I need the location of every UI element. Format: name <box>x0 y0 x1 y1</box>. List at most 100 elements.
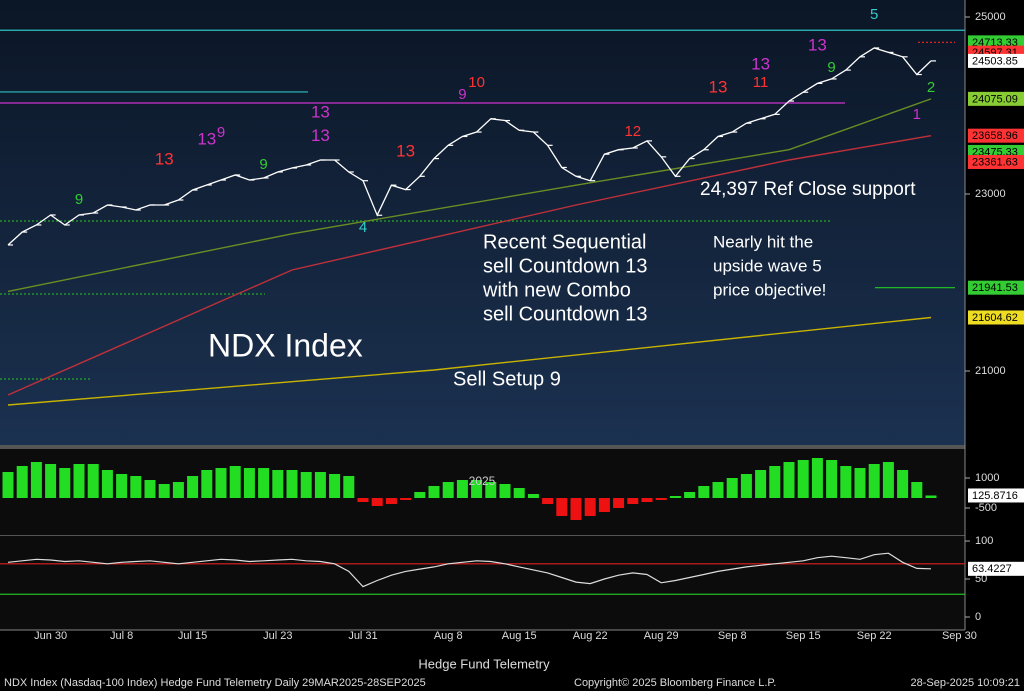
histogram-bar <box>357 498 369 502</box>
price-tag: 23361.63 <box>972 156 1018 168</box>
count-label: 10 <box>468 74 485 91</box>
moving-average <box>7 316 932 406</box>
annotation: Nearly hit the <box>713 232 813 251</box>
count-label: 13 <box>155 150 174 169</box>
price-tag: 23658.96 <box>972 130 1018 142</box>
count-label: 13 <box>197 129 216 148</box>
price-tag-bg <box>968 154 1024 169</box>
histogram-bar <box>45 464 57 498</box>
y-tick-label: 0 <box>975 611 981 623</box>
histogram-bar <box>542 498 554 504</box>
footer-right: 28-Sep-2025 10:09:21 <box>911 677 1020 689</box>
histogram-bar <box>229 466 241 498</box>
x-tick-label: Sep 30 <box>942 630 977 642</box>
histogram-bar <box>116 474 128 498</box>
histogram-bar <box>87 464 99 498</box>
histogram-bar <box>371 498 383 506</box>
histogram-bar <box>726 478 738 498</box>
histogram-bar <box>840 466 852 498</box>
x-tick-label: Jul 15 <box>178 630 207 642</box>
oscillator-panel <box>0 536 965 630</box>
histogram-bar <box>556 498 568 516</box>
y-tick-label: 21000 <box>975 365 1006 377</box>
x-tick-label: Aug 29 <box>644 630 679 642</box>
histogram-bar <box>811 458 823 498</box>
histogram-bar <box>130 476 142 498</box>
histogram-bar <box>30 462 42 498</box>
histogram-bar <box>59 468 71 498</box>
histogram-bar <box>613 498 625 508</box>
year-label: 2025 <box>469 474 496 488</box>
count-label: 9 <box>259 156 267 173</box>
histogram-bar <box>598 498 610 512</box>
histogram-bar <box>2 472 14 498</box>
histogram-bar <box>329 474 341 498</box>
price-panel <box>0 0 965 445</box>
count-label: 13 <box>311 126 330 145</box>
annotation: Sell Setup 9 <box>453 368 561 390</box>
histogram-bar <box>797 460 809 498</box>
count-label: 5 <box>870 6 878 23</box>
histogram-bar <box>215 468 227 498</box>
x-tick-label: Sep 8 <box>718 630 747 642</box>
x-tick-label: Jul 31 <box>348 630 377 642</box>
price-tag: 21941.53 <box>972 282 1018 294</box>
histogram-bar <box>698 486 710 498</box>
histogram-bar <box>272 470 284 498</box>
histogram-bar <box>882 462 894 498</box>
annotation: sell Countdown 13 <box>483 303 648 325</box>
y-tick-label: 50 <box>975 573 987 585</box>
count-label: 12 <box>624 123 641 140</box>
histogram-bar <box>854 468 866 498</box>
price-tag-bg <box>968 53 1024 68</box>
count-label: 13 <box>709 77 728 96</box>
price-tag-bg <box>968 128 1024 143</box>
count-label: 11 <box>753 74 769 91</box>
histogram-bar <box>428 486 440 498</box>
price-line <box>7 47 932 246</box>
annotation: with new Combo <box>482 279 631 301</box>
oscillator-line <box>7 552 932 588</box>
y-tick-label: 100 <box>975 535 993 547</box>
count-label: 1 <box>913 106 921 123</box>
histogram-bar <box>755 470 767 498</box>
price-tag-bg <box>968 310 1024 325</box>
count-label: 9 <box>827 59 835 76</box>
price-tag: 24503.85 <box>972 55 1018 67</box>
x-tick-label: Aug 22 <box>573 630 608 642</box>
histogram-bar <box>570 498 582 520</box>
histogram-bar <box>144 480 156 498</box>
x-tick-label: Jul 23 <box>263 630 292 642</box>
count-label: 13 <box>808 36 827 55</box>
histogram-bar <box>712 482 724 498</box>
price-tag-bg <box>968 561 1024 576</box>
histogram-bar <box>783 462 795 498</box>
count-label: 2 <box>927 79 935 96</box>
price-tag-bg <box>968 91 1024 106</box>
x-tick-label: Sep 22 <box>857 630 892 642</box>
price-tag-bg <box>968 280 1024 295</box>
histogram-bar <box>769 466 781 498</box>
chart-title: NDX Index <box>208 327 363 363</box>
x-tick-label: Aug 15 <box>502 630 537 642</box>
count-label: 9 <box>217 124 225 141</box>
moving-average <box>7 98 932 293</box>
histogram-bar <box>158 484 170 498</box>
price-tag: 21604.62 <box>972 312 1018 324</box>
histogram-bar <box>343 476 355 498</box>
histogram-bar <box>499 484 511 498</box>
annotation: 24,397 Ref Close support <box>700 179 916 200</box>
x-tick-label: Jun 30 <box>34 630 67 642</box>
y-tick-label: 25000 <box>975 11 1006 23</box>
y-tick-label: -500 <box>975 502 997 514</box>
histogram-bar <box>911 482 923 498</box>
histogram-bar <box>101 470 113 498</box>
histogram-bar <box>201 470 213 498</box>
footer-middle: Copyright© 2025 Bloomberg Finance L.P. <box>574 677 776 689</box>
count-label: 9 <box>458 86 466 103</box>
count-label: 4 <box>359 219 367 236</box>
price-tag: 24075.09 <box>972 93 1018 105</box>
histogram-bar <box>414 492 426 498</box>
x-tick-label: Aug 8 <box>434 630 463 642</box>
